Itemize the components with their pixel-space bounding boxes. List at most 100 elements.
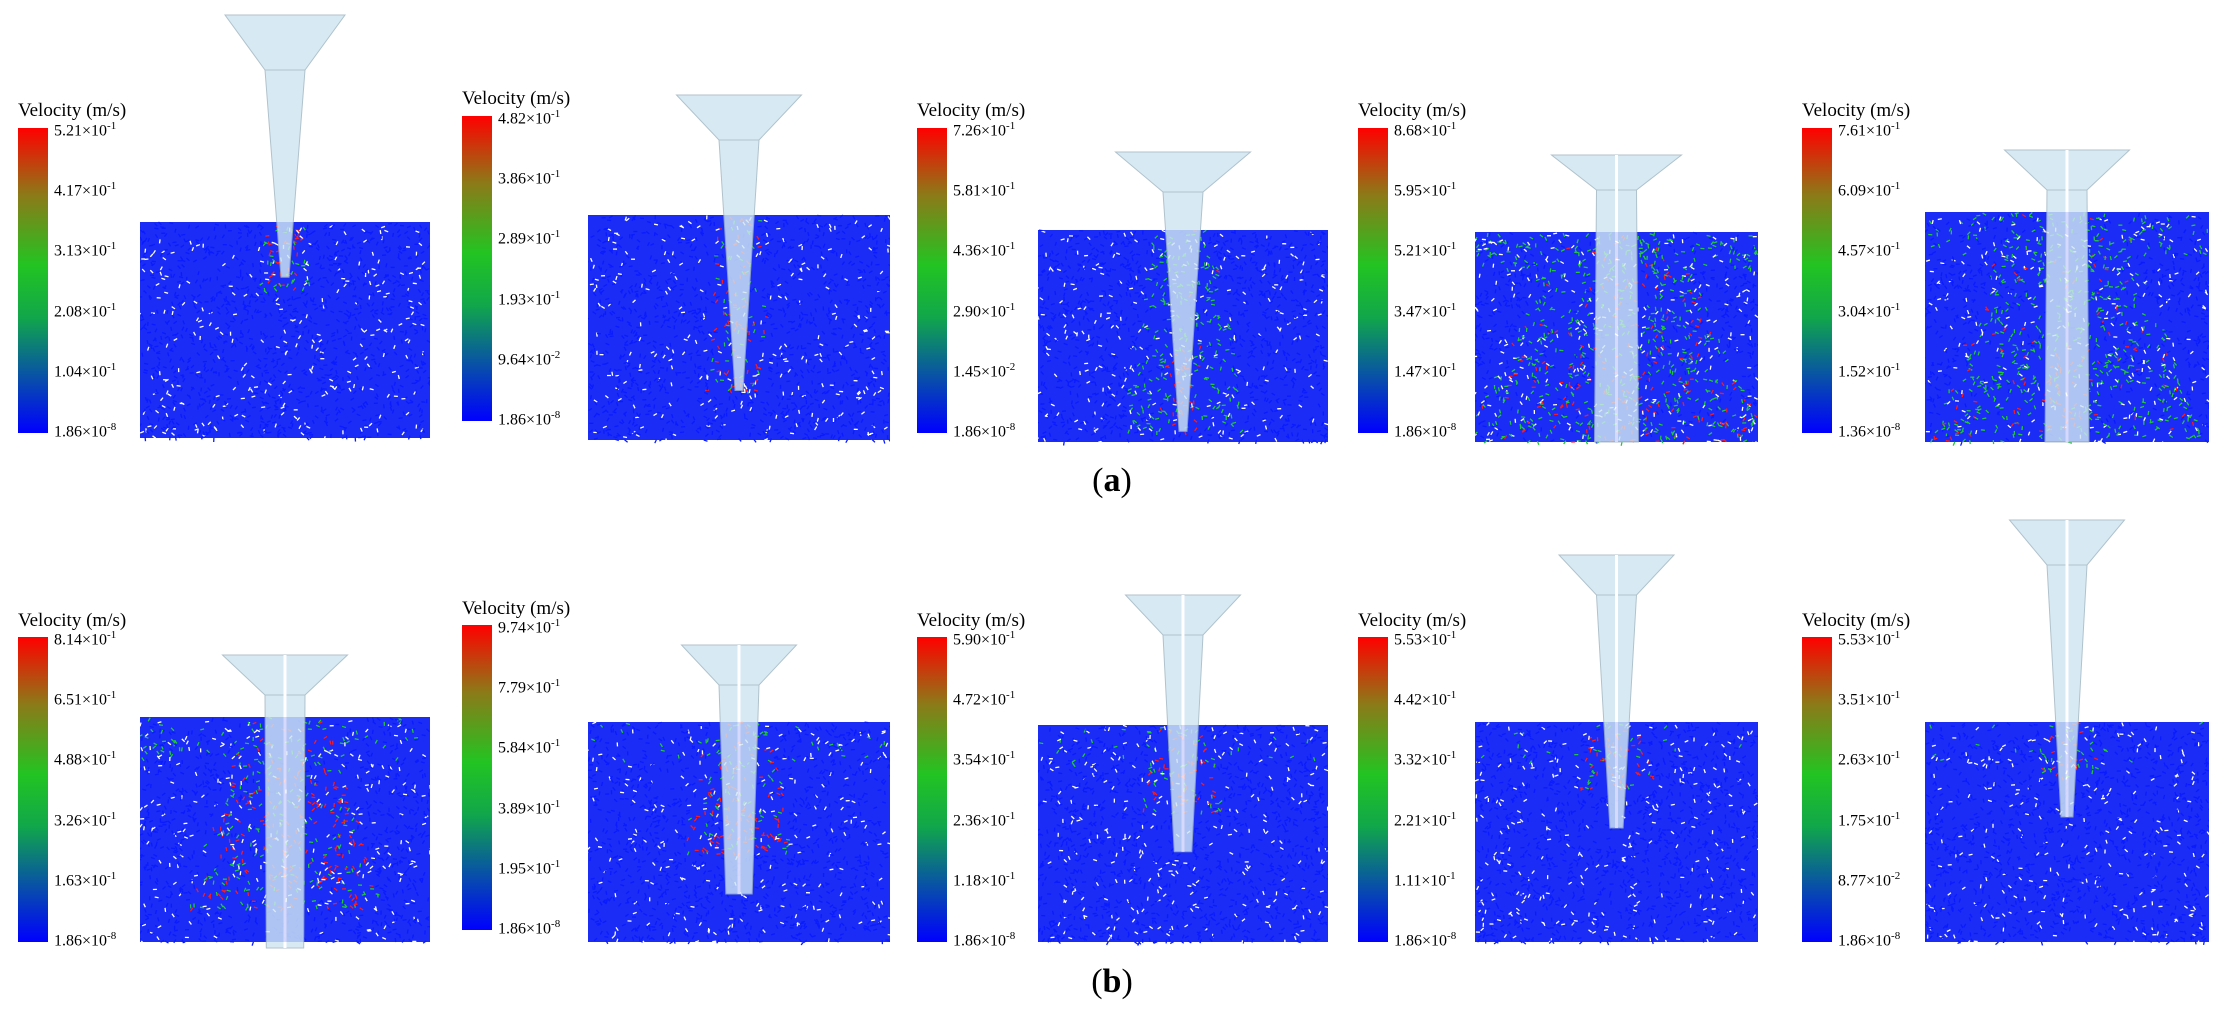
row-b-frame-2-tick-1-mantissa: 9.74×10 [498, 619, 552, 637]
row-b-frame-5-tick-2-mantissa: 3.51×10 [1838, 691, 1892, 709]
row-a-frame-5-colorbar-tick-6: 1.36×10-8 [1838, 421, 1900, 441]
row-a-frame-3-colorbar [917, 128, 947, 433]
row-b-frame-2-cone [680, 644, 798, 895]
row-b-frame-2-simulation [588, 644, 890, 946]
row-a-frame-1-colorbar [18, 128, 48, 433]
row-a-frame-4-colorbar-title: Velocity (m/s) [1358, 100, 1467, 121]
row-b-frame-1-tick-1-mantissa: 8.14×10 [54, 631, 108, 649]
row-a-frame-5-tick-5-mantissa: 1.52×10 [1838, 363, 1892, 381]
row-a-frame-4-tick-5-exponent: -1 [1447, 360, 1457, 373]
row-b-frame-5-tick-6-exponent: -8 [1891, 930, 1901, 942]
row-b-frame-5-colorbar-tick-6: 1.86×10-8 [1838, 930, 1900, 950]
row-b-frame-4-tick-2-mantissa: 4.42×10 [1394, 691, 1448, 709]
row-a-frame-1-colorbar-title: Velocity (m/s) [18, 100, 127, 121]
row-a-frame-3-colorbar-tick-5: 1.45×10-2 [953, 361, 1015, 381]
row-a-frame-3-tick-2-exponent: -1 [1006, 180, 1016, 193]
row-b-frame-2-colorbar-tick-1: 9.74×10-1 [498, 617, 560, 637]
row-b-frame-5-tick-3-exponent: -1 [1891, 749, 1901, 762]
row-b-frame-5-tick-5-exponent: -2 [1891, 869, 1901, 882]
row-a-frame-4-tick-6-mantissa: 1.86×10 [1394, 423, 1448, 441]
row-a-frame-5-cone [2003, 149, 2131, 443]
row-b-frame-2-colorbar-tick-5: 1.95×10-1 [498, 858, 560, 878]
row-a-frame-1-particles [140, 221, 430, 443]
row-b-frame-4-simulation [1475, 554, 1758, 946]
row-a-frame-3-colorbar-title: Velocity (m/s) [917, 100, 1026, 121]
row-b-frame-4-colorbar-tick-2: 4.42×10-1 [1394, 689, 1456, 709]
row-a-frame-1-tick-6-exponent: -8 [107, 421, 117, 433]
row-a-frame-5-colorbar-tick-2: 6.09×10-1 [1838, 180, 1900, 200]
row-b-frame-4-tick-1-exponent: -1 [1447, 629, 1457, 641]
row-a-frame-2-tick-3-exponent: -1 [551, 228, 561, 241]
row-b-frame-3-colorbar [917, 637, 947, 942]
row-a-frame-2-tick-6-mantissa: 1.86×10 [498, 411, 552, 429]
row-b-frame-3-tick-6-mantissa: 1.86×10 [953, 932, 1007, 950]
row-a-frame-3-colorbar-tick-6: 1.86×10-8 [953, 421, 1015, 441]
row-a-frame-5-colorbar-tick-4: 3.04×10-1 [1838, 301, 1900, 321]
row-b-frame-2-tick-6-mantissa: 1.86×10 [498, 920, 552, 938]
row-a-frame-5-simulation [1925, 149, 2209, 446]
row-a-frame-5-tick-4-mantissa: 3.04×10 [1838, 302, 1892, 320]
row-a-frame-5-colorbar-tick-1: 7.61×10-1 [1838, 120, 1900, 140]
row-b-frame-3-colorbar-tick-1: 5.90×10-1 [953, 629, 1015, 649]
row-a-frame-1-simulation [140, 14, 430, 443]
row-a-frame-3-cone [1114, 151, 1252, 432]
row-b-frame-4-colorbar-title: Velocity (m/s) [1358, 610, 1467, 631]
row-a-frame-2-tick-2-mantissa: 3.86×10 [498, 170, 552, 188]
caption-b-letter: b [1102, 963, 1122, 1000]
row-b-frame-4-tick-1-mantissa: 5.53×10 [1394, 631, 1448, 649]
row-b-frame-3-tick-4-exponent: -1 [1006, 809, 1016, 822]
row-b-frame-2-tick-5-mantissa: 1.95×10 [498, 860, 552, 878]
row-b-frame-1-tick-2-mantissa: 6.51×10 [54, 691, 108, 709]
row-b-frame-3-tick-5-mantissa: 1.18×10 [953, 872, 1007, 890]
row-a-frame-2-tick-3-mantissa: 2.89×10 [498, 230, 552, 248]
row-b-frame-1-tick-4-exponent: -1 [107, 809, 117, 822]
row-a-frame-3-tick-5-mantissa: 1.45×10 [953, 363, 1007, 381]
row-b-frame-1-tick-3-mantissa: 4.88×10 [54, 751, 108, 769]
row-b-frame-3-colorbar-tick-3: 3.54×10-1 [953, 749, 1015, 769]
row-b-frame-1-colorbar-tick-4: 3.26×10-1 [54, 810, 116, 830]
caption-a: (a) [1092, 462, 1132, 499]
row-a-frame-5-tick-5-exponent: -1 [1891, 360, 1901, 373]
row-b-frame-2-tick-2-mantissa: 7.79×10 [498, 679, 552, 697]
row-a-frame-1-tick-1-mantissa: 5.21×10 [54, 122, 108, 140]
row-a-frame-1-tick-5-mantissa: 1.04×10 [54, 363, 108, 381]
row-a-frame-1-colorbar-tick-5: 1.04×10-1 [54, 361, 116, 381]
row-b-frame-3-tick-6-exponent: -8 [1006, 930, 1016, 942]
row-a-frame-1-tick-4-mantissa: 2.08×10 [54, 302, 108, 320]
row-a-frame-4-tick-1-exponent: -1 [1447, 120, 1457, 132]
row-a-frame-3-colorbar-tick-1: 7.26×10-1 [953, 120, 1015, 140]
row-a-frame-4-cone [1550, 154, 1683, 443]
row-a-frame-4-colorbar-tick-4: 3.47×10-1 [1394, 301, 1456, 321]
row-a-frame-5-tick-1-exponent: -1 [1891, 120, 1901, 132]
row-b-frame-1-colorbar-tick-1: 8.14×10-1 [54, 629, 116, 649]
row-b-frame-2-tick-1-exponent: -1 [551, 617, 561, 629]
row-a-frame-5-tick-4-exponent: -1 [1891, 300, 1901, 313]
row-b-frame-4-tick-5-exponent: -1 [1446, 869, 1456, 882]
row-a-frame-4-colorbar-tick-6: 1.86×10-8 [1394, 421, 1456, 441]
row-a-frame-1-cone [224, 14, 346, 278]
row-b-frame-5-tick-3-mantissa: 2.63×10 [1838, 751, 1892, 769]
row-a-frame-3-tick-6-mantissa: 1.86×10 [953, 423, 1007, 441]
row-a-frame-3-colorbar-tick-3: 4.36×10-1 [953, 240, 1015, 260]
row-a-frame-5-tick-1-mantissa: 7.61×10 [1838, 122, 1892, 140]
row-b-frame-2-tick-6-exponent: -8 [551, 918, 561, 930]
row-b-frame-5-tick-4-mantissa: 1.75×10 [1838, 811, 1892, 829]
row-a-frame-1-colorbar-tick-6: 1.86×10-8 [54, 421, 116, 441]
row-a-frame-3-tick-3-mantissa: 4.36×10 [953, 242, 1007, 260]
row-b-frame-5-colorbar-tick-1: 5.53×10-1 [1838, 629, 1900, 649]
row-b-frame-4-tick-4-exponent: -1 [1447, 809, 1457, 822]
row-a-frame-5-tick-6-exponent: -8 [1891, 421, 1901, 433]
row-b-frame-3-colorbar-title: Velocity (m/s) [917, 610, 1026, 631]
row-b-frame-2-colorbar-tick-3: 5.84×10-1 [498, 737, 560, 757]
row-a-frame-2-colorbar [462, 116, 492, 421]
row-b-frame-2-colorbar-tick-6: 1.86×10-8 [498, 918, 560, 938]
row-a-frame-1-tick-3-exponent: -1 [107, 240, 117, 253]
row-b-frame-2-colorbar [462, 625, 492, 930]
row-b-frame-2-colorbar-title: Velocity (m/s) [462, 598, 571, 619]
row-a-frame-2-tick-5-mantissa: 9.64×10 [498, 351, 552, 369]
row-b-frame-3-tick-5-exponent: -1 [1006, 869, 1016, 882]
row-a-frame-2-colorbar-tick-3: 2.89×10-1 [498, 228, 560, 248]
row-a-frame-2-tick-4-exponent: -1 [551, 288, 561, 301]
row-b-frame-4-tick-5-mantissa: 1.11×10 [1394, 872, 1447, 890]
row-b-frame-2-colorbar-tick-2: 7.79×10-1 [498, 677, 560, 697]
